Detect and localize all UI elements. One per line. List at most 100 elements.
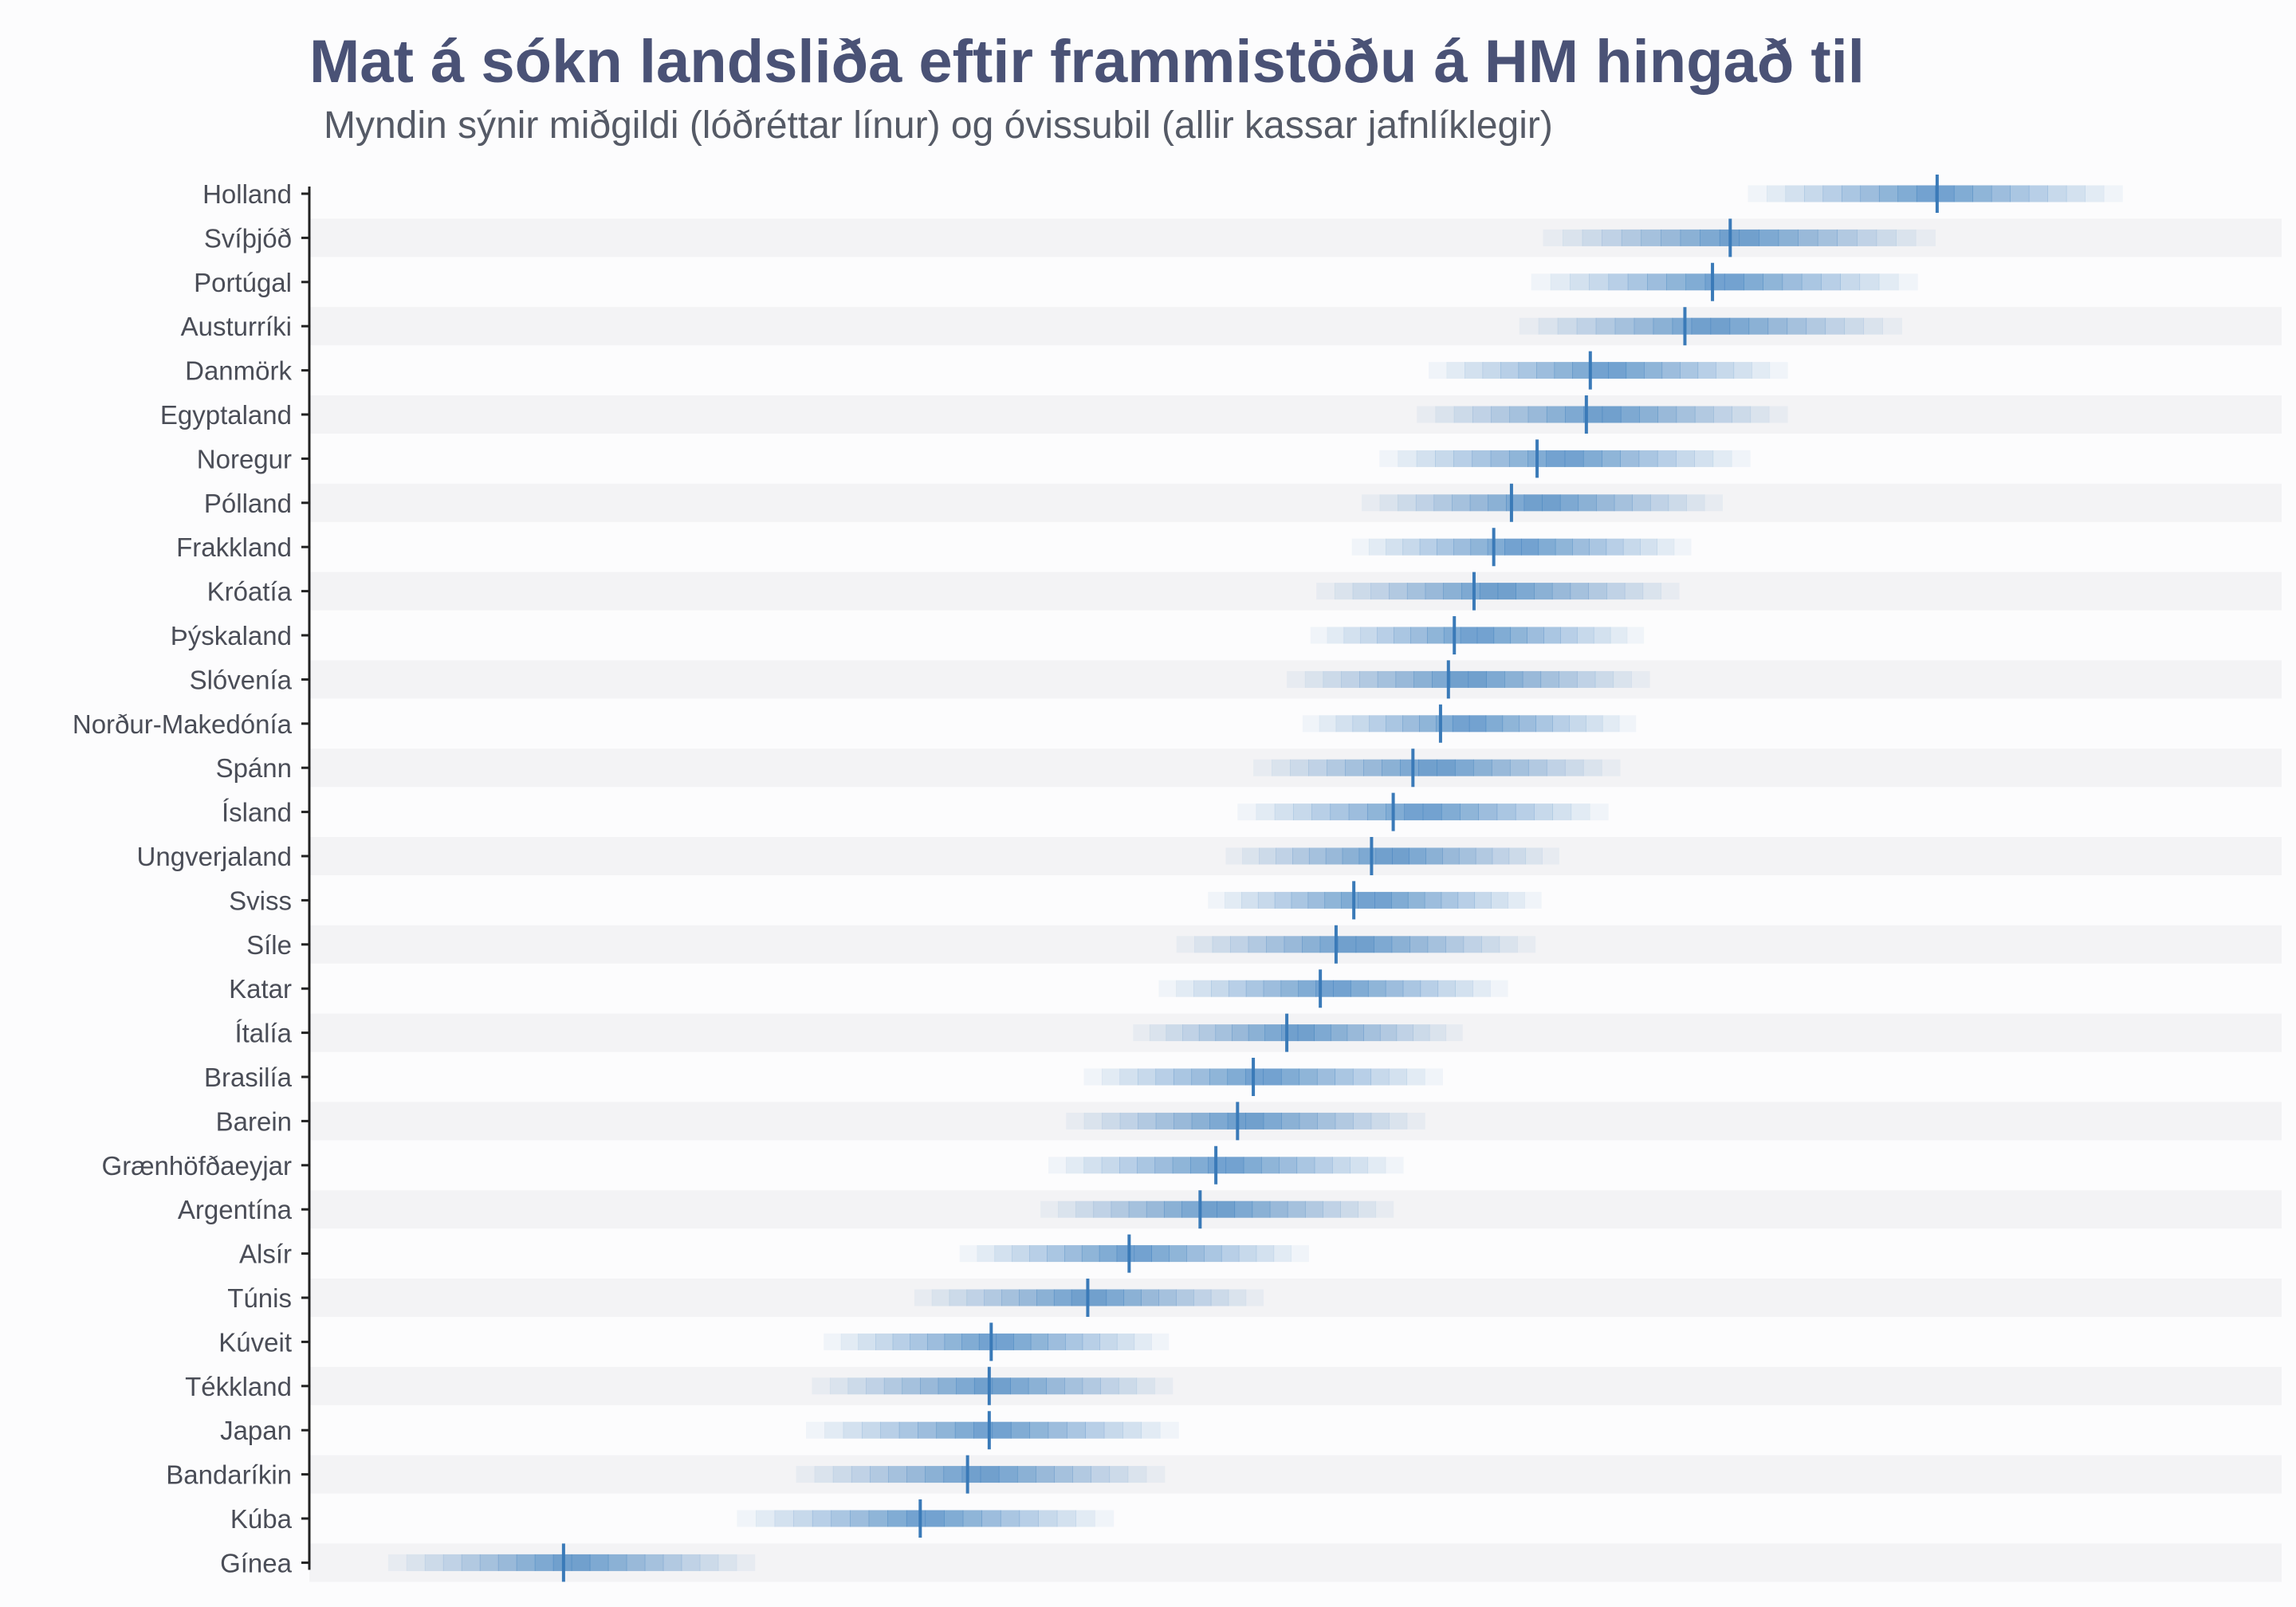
interval-box (1013, 1333, 1032, 1350)
interval-box (1700, 229, 1720, 246)
interval-box (1029, 1421, 1049, 1439)
interval-box (1515, 804, 1535, 821)
interval-box (1463, 936, 1482, 953)
interval-box (1154, 1377, 1174, 1395)
interval-box (1302, 715, 1320, 733)
interval-box (840, 1333, 859, 1350)
interval-box (1368, 538, 1386, 556)
interval-box (1559, 494, 1579, 512)
interval-box (812, 1510, 832, 1527)
interval-box (1256, 1245, 1275, 1263)
y-tick-label: Síle (246, 930, 292, 960)
interval-box (1686, 494, 1705, 512)
interval-box (1508, 891, 1525, 909)
interval-box (1377, 670, 1397, 688)
interval-box (1209, 1068, 1229, 1086)
interval-box (1266, 936, 1285, 953)
interval-box (1590, 362, 1609, 379)
interval-box (962, 1510, 982, 1527)
interval-box (1496, 804, 1516, 821)
interval-box (1610, 627, 1628, 644)
interval-box (1128, 1200, 1147, 1218)
interval-box (1595, 317, 1616, 335)
interval-box (1353, 1112, 1372, 1130)
interval-box (1488, 494, 1507, 512)
interval-box (1352, 1068, 1372, 1086)
interval-box (607, 1554, 627, 1571)
interval-box (992, 1421, 1012, 1439)
y-tick-label: Frakkland (176, 532, 292, 562)
interval-box (1154, 1157, 1174, 1174)
interval-box (1589, 804, 1609, 821)
interval-box (1542, 847, 1559, 865)
interval-box (1204, 1245, 1222, 1263)
interval-box (1713, 406, 1732, 423)
interval-box (1101, 1157, 1120, 1174)
interval-box (1546, 406, 1566, 423)
interval-box (1166, 1024, 1183, 1042)
interval-box (1263, 980, 1282, 997)
interval-box (1594, 670, 1614, 688)
interval-box (1146, 1200, 1165, 1218)
interval-box (858, 1333, 876, 1350)
interval-box (1676, 406, 1696, 423)
interval-box (1668, 494, 1687, 512)
interval-box (497, 1554, 517, 1571)
interval-box (1245, 980, 1264, 997)
interval-box (926, 1333, 946, 1350)
interval-box (1315, 980, 1334, 997)
interval-box (1191, 1112, 1210, 1130)
interval-box (1490, 450, 1510, 467)
interval-box (1631, 670, 1650, 688)
interval-box (681, 1554, 701, 1571)
interval-box (1181, 1200, 1200, 1218)
interval-box (516, 1554, 536, 1571)
interval-box (1228, 980, 1247, 997)
interval-box (1136, 1377, 1155, 1395)
interval-box (1510, 627, 1527, 644)
interval-box (1518, 362, 1537, 379)
interval-box (2047, 185, 2067, 202)
interval-box (1040, 1200, 1059, 1218)
interval-box (883, 1377, 903, 1395)
interval-box (1543, 229, 1563, 246)
interval-box (1504, 670, 1523, 688)
interval-box (1325, 847, 1343, 865)
interval-box (1406, 583, 1426, 600)
interval-box (1614, 494, 1633, 512)
interval-box (1953, 185, 1973, 202)
interval-box (1119, 1157, 1138, 1174)
interval-box (1729, 317, 1750, 335)
interval-box (1385, 980, 1404, 997)
interval-box (1335, 1068, 1354, 1086)
interval-box (1409, 847, 1426, 865)
y-tick-label: Gínea (220, 1548, 293, 1578)
interval-box (1379, 450, 1399, 467)
interval-box (1413, 1024, 1430, 1042)
interval-box (1341, 670, 1360, 688)
interval-box (1307, 891, 1326, 909)
interval-box (1525, 847, 1543, 865)
interval-box (1358, 1200, 1377, 1218)
interval-box (1785, 185, 1805, 202)
row-stripe (309, 483, 2282, 522)
interval-box (1798, 229, 1818, 246)
interval-box (1287, 670, 1306, 688)
interval-box (1209, 1112, 1229, 1130)
interval-box (1449, 670, 1469, 688)
interval-box (1657, 538, 1675, 556)
interval-box (1352, 583, 1372, 600)
interval-box (1455, 980, 1473, 997)
interval-box (1557, 317, 1578, 335)
y-tick-label: Barein (216, 1106, 292, 1136)
interval-box (1377, 627, 1394, 644)
interval-box (1304, 670, 1324, 688)
interval-box (1141, 1421, 1161, 1439)
interval-box (981, 1510, 1001, 1527)
interval-box (1461, 583, 1480, 600)
interval-box (1915, 229, 1936, 246)
interval-box (1493, 627, 1512, 644)
interval-box (736, 1554, 756, 1571)
interval-box (1334, 583, 1354, 600)
interval-box (1319, 936, 1339, 953)
